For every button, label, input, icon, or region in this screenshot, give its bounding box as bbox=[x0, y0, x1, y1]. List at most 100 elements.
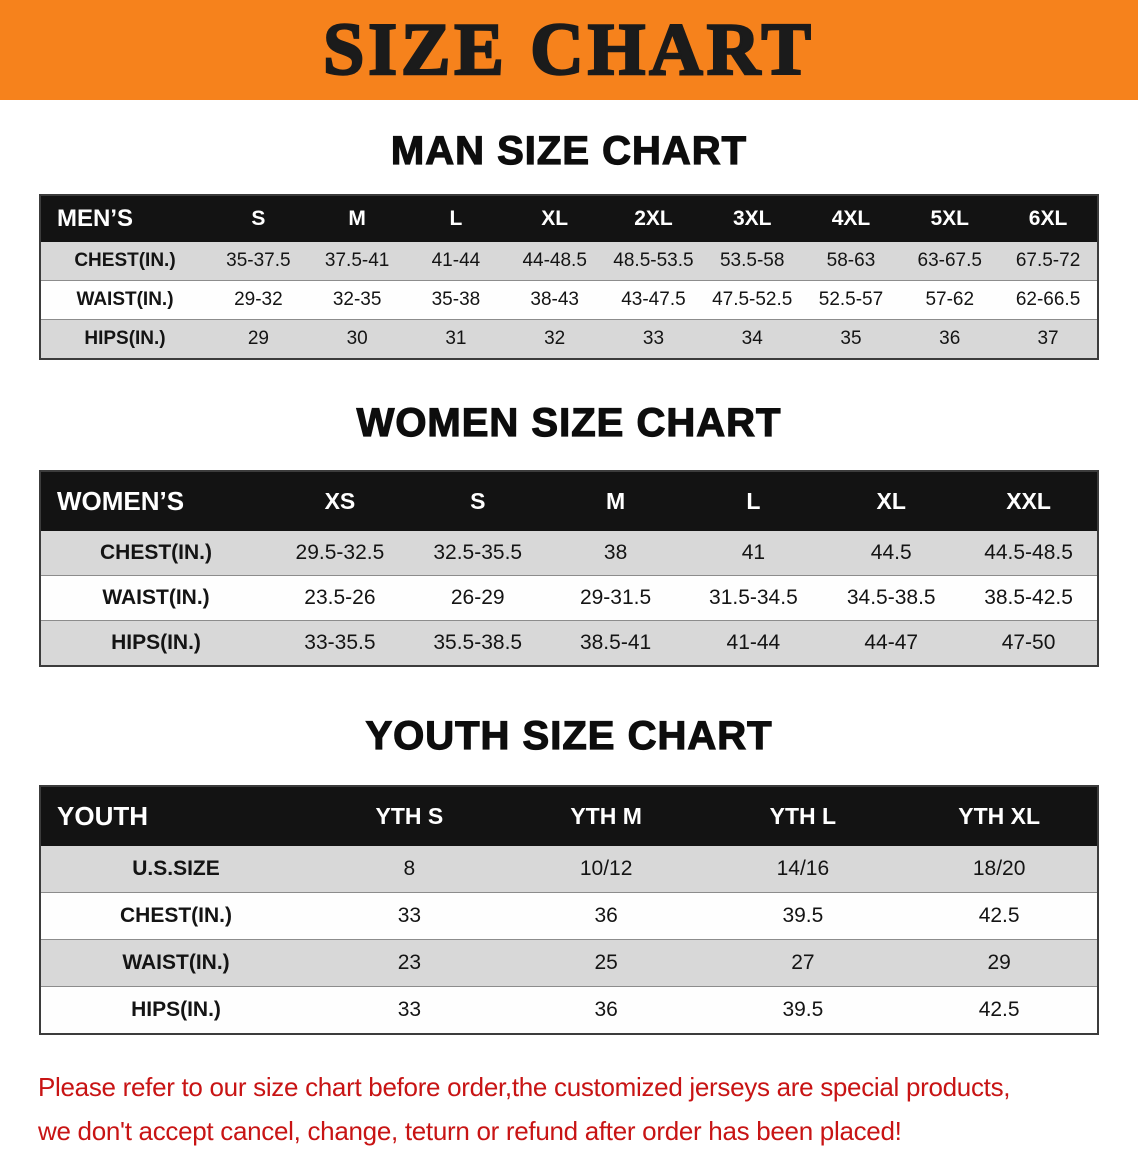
size-header-cell: YTH S bbox=[311, 786, 508, 846]
size-value-cell: 41 bbox=[741, 541, 766, 564]
size-value-cell: 42.5 bbox=[978, 998, 1020, 1021]
row-label-cell: CHEST(IN.) bbox=[120, 904, 232, 927]
men-size-table: MEN’S S M L XL 2XL 3XL 4XL 5XL 6XL CHEST(IN.) 35-37… bbox=[39, 194, 1099, 360]
size-value-cell: 36 bbox=[939, 328, 961, 349]
size-value-cell: 39.5 bbox=[782, 998, 824, 1021]
size-value-cell: 41-44 bbox=[726, 631, 781, 654]
size-value-cell: 33 bbox=[397, 904, 422, 927]
size-header-cell: YTH L bbox=[704, 786, 902, 846]
table-row: HIPS(IN.) 33-35.5 35.5-38.5 38.5-41 41-44 44-… bbox=[40, 620, 1098, 666]
row-label-cell: U.S.SIZE bbox=[132, 857, 220, 880]
size-value-cell: 57-62 bbox=[925, 289, 975, 310]
women-size-section: WOMEN SIZE CHART WOMEN’S XS S M L XL XXL CHEST(… bbox=[0, 400, 1138, 667]
size-value-cell: 58-63 bbox=[826, 250, 876, 271]
size-header-cell: 4XL bbox=[801, 195, 901, 242]
women-size-table: WOMEN’S XS S M L XL XXL CHEST(IN.) 29.5-32.5 32.5… bbox=[39, 470, 1099, 667]
size-value-cell: 29-32 bbox=[234, 289, 283, 310]
size-value-cell: 30 bbox=[346, 328, 368, 349]
row-label-cell: HIPS(IN.) bbox=[111, 631, 201, 654]
youth-size-table: YOUTH YTH S YTH M YTH L YTH XL U.S.SIZE 8 10/12… bbox=[39, 785, 1099, 1035]
table-row: U.S.SIZE 8 10/12 14/16 18/20 bbox=[40, 846, 1098, 893]
size-value-cell: 44-48.5 bbox=[522, 250, 587, 271]
table-title-cell: YOUTH bbox=[40, 786, 311, 846]
size-value-cell: 29-31.5 bbox=[579, 586, 652, 609]
size-value-cell: 41-44 bbox=[431, 250, 481, 271]
size-value-cell: 44.5-48.5 bbox=[984, 541, 1073, 564]
size-header-cell: YTH M bbox=[507, 786, 705, 846]
size-header-cell: XXL bbox=[960, 471, 1098, 531]
size-value-cell: 23 bbox=[397, 951, 422, 974]
size-value-cell: 33-35.5 bbox=[304, 631, 376, 654]
size-value-cell: 14/16 bbox=[776, 857, 830, 880]
size-header-cell: 2XL bbox=[604, 195, 703, 242]
disclaimer-line-1: Please refer to our size chart before or… bbox=[38, 1072, 1011, 1102]
size-value-cell: 31.5-34.5 bbox=[709, 586, 798, 609]
table-header-row: YOUTH YTH S YTH M YTH L YTH XL bbox=[40, 786, 1098, 846]
row-label-cell: HIPS(IN.) bbox=[131, 998, 221, 1021]
row-label-cell: CHEST(IN.) bbox=[100, 541, 212, 564]
size-header-cell: 6XL bbox=[999, 195, 1098, 242]
size-value-cell: 35.5-38.5 bbox=[433, 631, 523, 654]
row-label-cell: CHEST(IN.) bbox=[74, 250, 176, 271]
size-value-cell: 29 bbox=[247, 328, 269, 349]
size-value-cell: 34.5-38.5 bbox=[846, 586, 936, 609]
size-header-cell: XL bbox=[505, 195, 605, 242]
size-value-cell: 33 bbox=[642, 328, 665, 349]
size-header-cell: XL bbox=[822, 471, 961, 531]
table-body: CHEST(IN.) 35-37.5 37.5-41 41-44 44-48.5 48.5… bbox=[40, 242, 1098, 359]
table-body: CHEST(IN.) 29.5-32.5 32.5-35.5 38 41 44.5 44.5… bbox=[40, 531, 1098, 666]
size-value-cell: 29 bbox=[987, 951, 1011, 974]
size-header-cell: XS bbox=[271, 471, 409, 531]
size-header-cell: M bbox=[307, 195, 407, 242]
men-size-section: MAN SIZE CHART MEN’S S M L XL 2XL 3XL 4XL 5XL 6XL… bbox=[0, 128, 1138, 360]
size-value-cell: 47-50 bbox=[1001, 631, 1056, 654]
size-value-cell: 31 bbox=[445, 328, 467, 349]
table-body: U.S.SIZE 8 10/12 14/16 18/20 CHEST(IN.) 33 36 39… bbox=[40, 846, 1098, 1034]
size-value-cell: 26-29 bbox=[450, 586, 505, 609]
size-value-cell: 34 bbox=[741, 328, 763, 349]
size-value-cell: 10/12 bbox=[579, 857, 633, 880]
table-head: YOUTH YTH S YTH M YTH L YTH XL bbox=[40, 786, 1098, 846]
size-value-cell: 47.5-52.5 bbox=[712, 289, 793, 310]
table-title-cell: MEN’S bbox=[40, 195, 209, 242]
size-value-cell: 36 bbox=[594, 904, 618, 927]
size-value-cell: 38.5-41 bbox=[579, 631, 652, 654]
size-value-cell: 36 bbox=[594, 998, 618, 1021]
size-value-cell: 32 bbox=[544, 328, 566, 349]
size-value-cell: 37 bbox=[1037, 328, 1059, 349]
size-header-cell: L bbox=[684, 471, 823, 531]
size-value-cell: 35-37.5 bbox=[226, 250, 291, 271]
size-value-cell: 63-67.5 bbox=[917, 250, 982, 271]
size-value-cell: 38-43 bbox=[530, 289, 579, 310]
size-header-cell: YTH XL bbox=[901, 786, 1098, 846]
row-label-cell: WAIST(IN.) bbox=[102, 586, 210, 609]
youth-section-heading: YOUTH SIZE CHART bbox=[365, 713, 773, 758]
size-value-cell: 29.5-32.5 bbox=[295, 541, 385, 564]
row-label-cell: WAIST(IN.) bbox=[122, 951, 230, 974]
size-value-cell: 48.5-53.5 bbox=[613, 250, 694, 271]
table-header-row: MEN’S S M L XL 2XL 3XL 4XL 5XL 6XL bbox=[40, 195, 1098, 242]
size-header-cell: 3XL bbox=[702, 195, 802, 242]
size-value-cell: 32.5-35.5 bbox=[433, 541, 523, 564]
size-value-cell: 35-38 bbox=[431, 289, 481, 310]
table-row: HIPS(IN.) 29 30 31 32 33 34 35 36 37 bbox=[40, 319, 1098, 359]
row-label-cell: HIPS(IN.) bbox=[84, 328, 166, 349]
table-row: WAIST(IN.) 23.5-26 26-29 29-31.5 31.5-34.5 34… bbox=[40, 575, 1098, 621]
women-section-heading: WOMEN SIZE CHART bbox=[356, 400, 782, 445]
table-header-row: WOMEN’S XS S M L XL XXL bbox=[40, 471, 1098, 531]
title-banner: SIZE CHART bbox=[0, 0, 1138, 100]
size-value-cell: 32-35 bbox=[332, 289, 382, 310]
size-value-cell: 52.5-57 bbox=[818, 289, 884, 310]
size-value-cell: 39.5 bbox=[782, 904, 824, 927]
table-row: CHEST(IN.) 33 36 39.5 42.5 bbox=[40, 892, 1098, 940]
size-value-cell: 18/20 bbox=[972, 857, 1026, 880]
men-section-heading: MAN SIZE CHART bbox=[390, 128, 748, 173]
size-value-cell: 25 bbox=[594, 951, 618, 974]
size-value-cell: 38 bbox=[603, 541, 628, 564]
size-value-cell: 23.5-26 bbox=[304, 586, 376, 609]
table-head: WOMEN’S XS S M L XL XXL bbox=[40, 471, 1098, 531]
size-value-cell: 38.5-42.5 bbox=[984, 586, 1073, 609]
table-head: MEN’S S M L XL 2XL 3XL 4XL 5XL 6XL bbox=[40, 195, 1098, 242]
size-value-cell: 53.5-58 bbox=[719, 250, 785, 271]
size-header-cell: S bbox=[408, 471, 547, 531]
